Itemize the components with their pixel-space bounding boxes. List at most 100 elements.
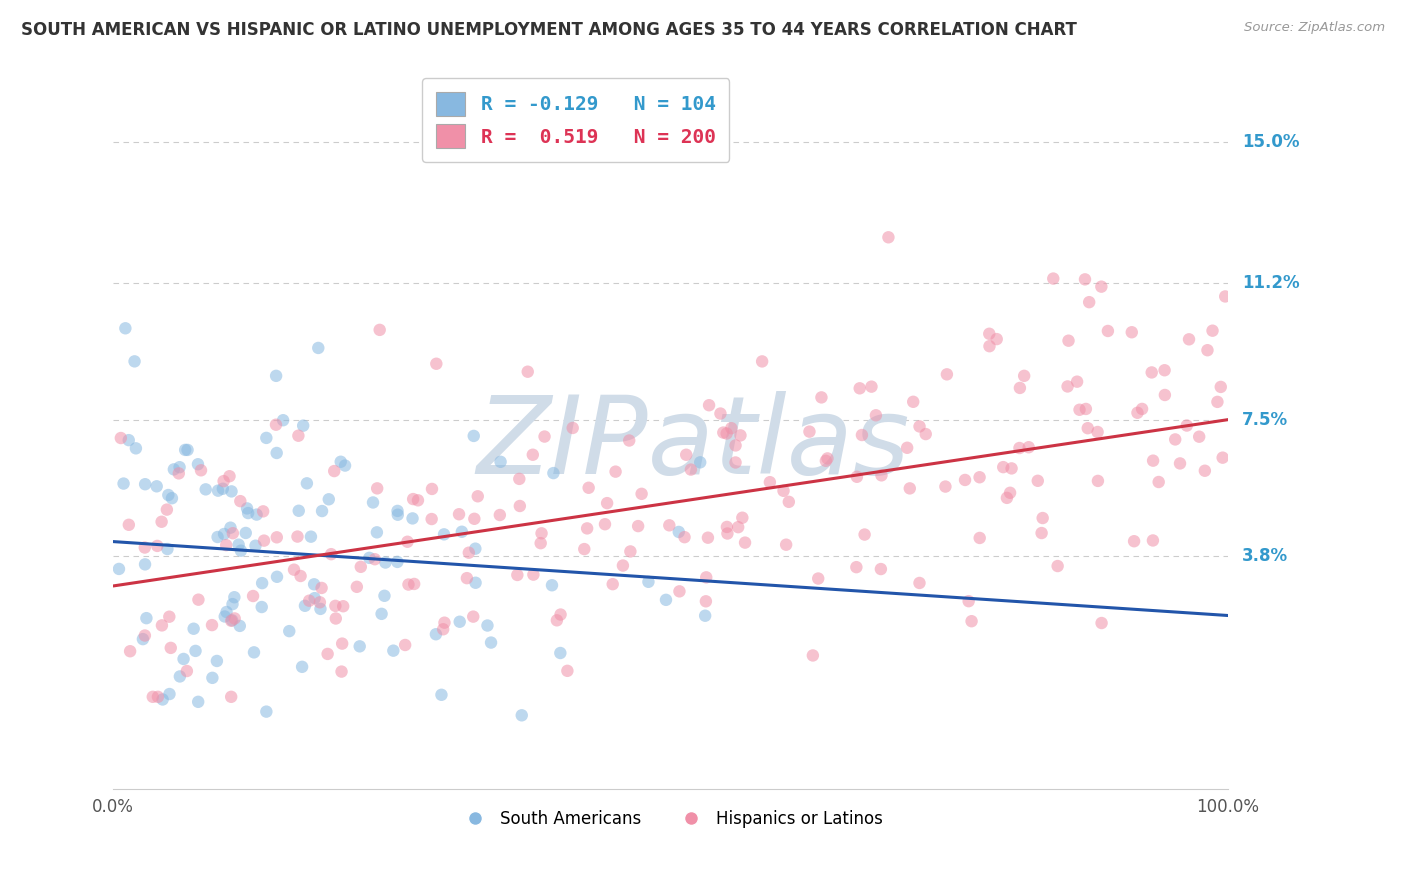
Point <box>1206 395 1229 409</box>
Point <box>215 538 238 552</box>
Point <box>271 413 294 427</box>
Point <box>778 495 800 509</box>
Point <box>1178 332 1201 346</box>
Point <box>695 608 717 623</box>
Point <box>508 472 530 486</box>
Point <box>194 483 217 497</box>
Point <box>134 477 156 491</box>
Point <box>1090 615 1112 630</box>
Point <box>229 543 252 558</box>
Point <box>387 555 409 569</box>
Point <box>283 563 305 577</box>
Point <box>425 357 447 371</box>
Point <box>543 466 565 480</box>
Point <box>546 613 568 627</box>
Point <box>1164 433 1187 447</box>
Point <box>759 475 782 490</box>
Point <box>602 577 624 591</box>
Point <box>697 398 720 412</box>
Point <box>142 690 165 704</box>
Point <box>201 618 224 632</box>
Point <box>456 571 478 585</box>
Point <box>246 508 269 522</box>
Point <box>993 460 1015 475</box>
Point <box>1201 324 1223 338</box>
Point <box>150 515 173 529</box>
Point <box>169 460 191 475</box>
Point <box>960 614 983 628</box>
Point <box>463 429 485 443</box>
Point <box>291 660 314 674</box>
Text: 15.0%: 15.0% <box>1241 134 1299 152</box>
Point <box>463 609 485 624</box>
Point <box>311 581 333 595</box>
Point <box>541 578 564 592</box>
Point <box>221 613 243 627</box>
Point <box>870 468 893 483</box>
Point <box>152 692 174 706</box>
Point <box>605 465 627 479</box>
Point <box>146 690 169 704</box>
Point <box>1012 368 1035 383</box>
Point <box>464 541 486 556</box>
Point <box>1078 295 1101 310</box>
Point <box>697 531 720 545</box>
Point <box>316 647 339 661</box>
Point <box>252 504 274 518</box>
Point <box>716 520 738 534</box>
Point <box>398 577 420 591</box>
Point <box>264 417 287 432</box>
Point <box>176 664 198 678</box>
Point <box>361 495 384 509</box>
Point <box>1209 380 1232 394</box>
Point <box>219 690 242 704</box>
Point <box>550 607 572 622</box>
Point <box>323 464 346 478</box>
Point <box>333 458 356 473</box>
Point <box>655 592 678 607</box>
Point <box>207 483 229 498</box>
Point <box>630 487 652 501</box>
Point <box>214 609 236 624</box>
Point <box>156 502 179 516</box>
Point <box>986 332 1008 346</box>
Point <box>1008 441 1031 455</box>
Point <box>734 535 756 549</box>
Point <box>120 644 142 658</box>
Point <box>449 615 471 629</box>
Point <box>1032 511 1054 525</box>
Point <box>295 476 318 491</box>
Point <box>679 462 702 476</box>
Point <box>612 558 634 573</box>
Point <box>134 558 156 572</box>
Point <box>224 611 246 625</box>
Point <box>219 614 242 628</box>
Point <box>730 428 752 442</box>
Text: SOUTH AMERICAN VS HISPANIC OR LATINO UNEMPLOYMENT AMONG AGES 35 TO 44 YEARS CORR: SOUTH AMERICAN VS HISPANIC OR LATINO UNE… <box>21 21 1077 38</box>
Point <box>711 425 734 440</box>
Text: Source: ZipAtlas.com: Source: ZipAtlas.com <box>1244 21 1385 34</box>
Point <box>330 665 353 679</box>
Point <box>292 418 315 433</box>
Point <box>374 556 396 570</box>
Point <box>908 576 931 591</box>
Point <box>243 645 266 659</box>
Point <box>775 538 797 552</box>
Point <box>332 599 354 614</box>
Point <box>969 470 991 484</box>
Point <box>1074 401 1097 416</box>
Point <box>934 479 956 493</box>
Point <box>287 504 309 518</box>
Point <box>373 589 395 603</box>
Point <box>619 434 641 448</box>
Point <box>578 481 600 495</box>
Point <box>266 446 288 460</box>
Point <box>366 525 388 540</box>
Point <box>914 427 936 442</box>
Text: 3.8%: 3.8% <box>1241 548 1288 566</box>
Point <box>309 595 332 609</box>
Point <box>1142 453 1164 467</box>
Point <box>229 494 252 508</box>
Point <box>506 568 529 582</box>
Point <box>1168 457 1191 471</box>
